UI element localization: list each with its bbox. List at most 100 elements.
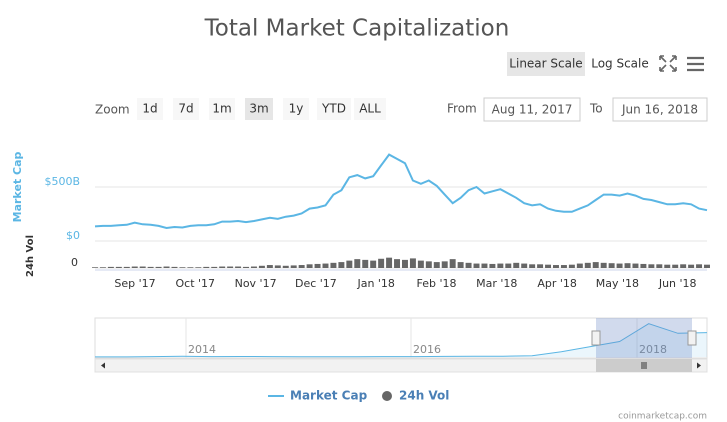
- x-tick-label: Feb '18: [417, 277, 457, 290]
- x-tick-label: Nov '17: [235, 277, 277, 290]
- volume-bar: [425, 261, 432, 268]
- x-tick-label: Sep '17: [114, 277, 155, 290]
- x-tick-label: May '18: [596, 277, 639, 290]
- volume-bar: [354, 259, 361, 268]
- volume-bar: [155, 266, 162, 268]
- volume-bar: [616, 263, 623, 268]
- menu-icon[interactable]: [687, 56, 704, 72]
- legend-label[interactable]: 24h Vol: [399, 389, 449, 403]
- y-tick-label: $0: [66, 229, 80, 242]
- scroll-left[interactable]: [101, 362, 105, 369]
- zoom-button[interactable]: YTD: [321, 102, 346, 116]
- scale-button-bg: [507, 52, 585, 76]
- volume-bar: [473, 263, 480, 268]
- volume-bar: [131, 266, 138, 268]
- zoom-button-bg[interactable]: [354, 98, 386, 120]
- volume-bar: [147, 266, 154, 268]
- volume-bar: [600, 262, 607, 268]
- zoom-button[interactable]: 3m: [249, 102, 268, 116]
- volume-bar: [608, 263, 615, 268]
- volume-bar: [704, 264, 710, 268]
- navigator-tick-label: 2016: [413, 343, 441, 356]
- volume-bar: [481, 263, 488, 268]
- navigator-selection[interactable]: [596, 318, 692, 358]
- volume-bar: [417, 260, 424, 268]
- volume-bar: [314, 263, 321, 268]
- volume-bar: [465, 262, 472, 268]
- zoom-button-bg[interactable]: [173, 98, 199, 120]
- zoom-label: Zoom: [95, 103, 130, 117]
- navigator-tick-label: 2014: [188, 343, 216, 356]
- zoom-button-bg[interactable]: [209, 98, 235, 120]
- volume-bar: [624, 263, 631, 268]
- zoom-button[interactable]: 1m: [212, 102, 231, 116]
- y-tick-label: $500B: [44, 175, 80, 188]
- zoom-button[interactable]: ALL: [359, 102, 381, 116]
- volume-bar: [553, 265, 559, 268]
- scroll-right[interactable]: [697, 362, 701, 369]
- volume-bar: [537, 264, 544, 268]
- zoom-button[interactable]: 1y: [289, 102, 304, 116]
- x-tick-label: Apr '18: [537, 277, 577, 290]
- zoom-button-bg[interactable]: [317, 98, 351, 120]
- volume-bar: [449, 259, 456, 268]
- navigator-handle[interactable]: [687, 330, 697, 346]
- x-tick-label: Oct '17: [176, 277, 216, 290]
- volume-bar: [433, 262, 440, 268]
- volume-bar: [258, 265, 265, 268]
- navigator-tick-label: 2018: [639, 343, 667, 356]
- volume-bar: [640, 263, 647, 268]
- volume-bar: [187, 267, 194, 268]
- legend-label[interactable]: Market Cap: [290, 389, 368, 403]
- credit[interactable]: coinmarketcap.com: [618, 412, 707, 422]
- volume-bar: [672, 264, 679, 268]
- volume-bar: [243, 266, 249, 268]
- from-input[interactable]: [483, 97, 581, 122]
- legend-marker[interactable]: [382, 391, 392, 401]
- volume-bar: [632, 263, 639, 268]
- volume-bar: [568, 264, 575, 268]
- zoom-button-bg[interactable]: [283, 98, 309, 120]
- x-tick-label: Jan '18: [356, 277, 394, 290]
- volume-bar: [306, 264, 313, 268]
- scale-button[interactable]: Linear Scale: [509, 57, 582, 71]
- volume-bar: [497, 263, 504, 268]
- navigator-frame: [94, 317, 708, 359]
- volume-bar: [545, 264, 552, 268]
- volume-bar: [290, 265, 297, 268]
- volume-bar: [409, 258, 416, 268]
- navigator-handle[interactable]: [591, 330, 601, 346]
- navigator-area: [95, 323, 707, 357]
- volume-bar: [664, 264, 671, 268]
- volume-bar: [282, 265, 289, 268]
- volume-bar: [195, 267, 202, 268]
- volume-bar: [457, 262, 464, 268]
- fullscreen-icon[interactable]: [659, 55, 677, 72]
- volume-bar: [163, 266, 170, 268]
- zoom-button[interactable]: 1d: [142, 102, 157, 116]
- volume-bar: [266, 265, 273, 268]
- volume-bar: [521, 263, 528, 268]
- scale-button[interactable]: Log Scale: [591, 57, 649, 71]
- zoom-button-bg[interactable]: [137, 98, 163, 120]
- volume-bar: [394, 259, 401, 268]
- volume-bar: [584, 262, 591, 268]
- volume-bar: [250, 266, 257, 268]
- volume-bar: [219, 266, 226, 268]
- volume-bar: [378, 258, 385, 268]
- zoom-button[interactable]: 7d: [178, 102, 193, 116]
- volume-bar: [330, 262, 337, 268]
- volume-bar: [211, 266, 218, 268]
- volume-bar: [346, 260, 353, 268]
- navigator-line: [95, 323, 708, 358]
- y2-tick-label: 0: [71, 256, 78, 269]
- x-tick-label: Mar '18: [476, 277, 517, 290]
- y2-axis-title: 24h Vol: [25, 235, 36, 277]
- volume-bar: [401, 259, 408, 268]
- x-tick-label: Jun '18: [658, 277, 697, 290]
- to-input[interactable]: [612, 97, 708, 122]
- volume-bar: [362, 259, 369, 268]
- scrollbar-track: [94, 358, 708, 373]
- zoom-button-bg[interactable]: [245, 98, 273, 120]
